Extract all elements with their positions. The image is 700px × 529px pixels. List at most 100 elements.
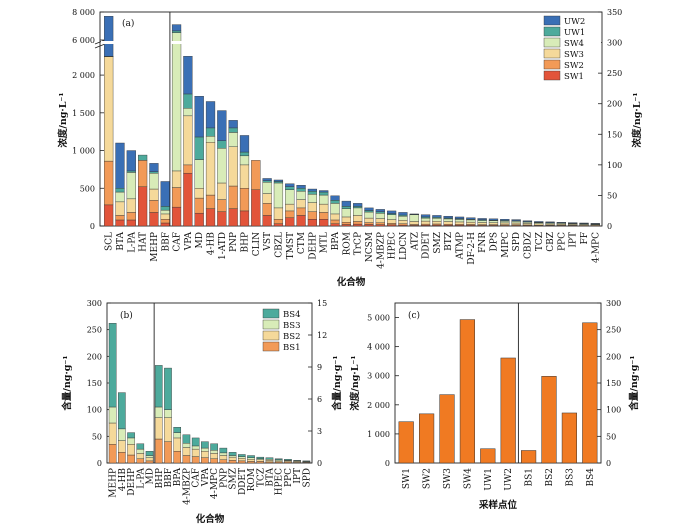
bar-segment-sw2 [364, 222, 374, 225]
bar-segment-uw2 [104, 16, 114, 57]
bar-segment-sw3 [477, 222, 487, 225]
bar-segment-bs3 [210, 450, 218, 454]
x-tick-label: MD [146, 468, 156, 484]
bar-segment-sw3 [386, 219, 397, 224]
panel-tag: (c) [408, 310, 420, 321]
bar-segment-bs4 [154, 365, 163, 408]
x-tick-label: FF [580, 232, 590, 245]
bar-segment-uw1 [239, 151, 250, 157]
legend-label: BS2 [283, 332, 300, 342]
bar-segment-uw1 [126, 170, 136, 173]
bar-segment-bs3 [164, 409, 172, 418]
bar-segment-sw1 [307, 219, 318, 227]
bar-segment-uw2 [307, 188, 318, 192]
x-tick-label: BS3 [565, 468, 575, 487]
y-right-tick-label: 0 [317, 459, 322, 468]
bar-segment-bs3 [247, 457, 255, 460]
bar-segment-uw1 [364, 210, 374, 213]
x-tick-label: BTA [116, 232, 126, 251]
x-tick-label: DF-2-H [467, 232, 477, 265]
bar-segment-sw3 [160, 213, 170, 220]
y-right-tick-label: 50 [607, 191, 617, 200]
bar-segment-uw1 [194, 136, 204, 160]
bar-segment-bs1 [182, 455, 191, 464]
bar-segment-sw4 [353, 207, 363, 216]
bar [521, 450, 537, 464]
legend-label: SW3 [564, 50, 584, 60]
bar-segment-uw2 [568, 222, 578, 224]
bar-segment-sw3 [443, 221, 453, 225]
bar-segment-sw2 [307, 211, 318, 220]
bar-segment-sw3 [228, 146, 238, 187]
bar [439, 394, 455, 464]
bar [480, 448, 496, 464]
bar-segment-bs4 [237, 454, 246, 457]
legend-label: UW1 [564, 28, 585, 38]
bar-segment-sw3 [398, 220, 408, 224]
bar-segment-bs4 [118, 392, 126, 430]
bar-segment-bs4 [274, 458, 283, 461]
bar-segment-sw4 [262, 182, 272, 194]
y-right-axis-label: 浓度/ng·L⁻¹ [631, 92, 643, 147]
bar-segment-sw2 [285, 210, 295, 218]
x-tick-label: IPT [293, 468, 303, 484]
bar-segment-bs2 [265, 460, 274, 463]
bar-segment-sw2 [273, 219, 284, 224]
legend-swatch [543, 70, 561, 81]
bar-segment-uw2 [432, 215, 442, 218]
bar-segment-sw4 [454, 219, 465, 223]
bar-segment-bs1 [256, 461, 265, 464]
bar-segment-sw3 [205, 142, 216, 196]
bar-segment-sw4 [149, 172, 159, 190]
bar-segment-uw2 [545, 221, 555, 223]
bar-segment-sw2 [160, 219, 170, 224]
bar-segment-uw2 [171, 24, 182, 32]
bar-segment-bs1 [191, 456, 200, 464]
y-tick-label: 5 000 [367, 314, 390, 323]
bar-segment-uw2 [273, 179, 284, 182]
bar-segment-sw4 [115, 191, 125, 203]
bar-segment-uw2 [454, 216, 465, 219]
bar-segment-uw2 [443, 215, 453, 219]
bar-segment-bs4 [164, 367, 172, 410]
y-tick-label: 8 000 [72, 8, 95, 17]
panel-a: 0 500 1 000 1 500 2 000 6 000 8 000 0 50 100 150 20… [57, 8, 643, 288]
bar-segment-bs2 [173, 437, 182, 452]
bar-segment-bs2 [228, 456, 237, 461]
bar-segment-uw1 [307, 191, 318, 195]
bar-segment-bs1 [108, 444, 117, 464]
y-tick-label: 3 000 [367, 372, 390, 381]
x-tick-label: BPA [331, 232, 341, 251]
bar-segment-sw3 [341, 216, 351, 223]
bar-segment-sw1 [375, 224, 385, 227]
bar-segment-sw2 [205, 194, 216, 209]
y-tick-label: 2 000 [367, 401, 390, 410]
bar-segment-sw3 [194, 188, 204, 199]
y-tick-label: 500 [80, 184, 95, 193]
bar-segment-uw2 [522, 220, 533, 222]
bar-segment-sw3 [511, 222, 521, 225]
bar-segment-sw1 [115, 219, 125, 227]
bar-segment-sw4 [375, 213, 385, 219]
bar-segment-bs2 [210, 453, 218, 459]
bar-segment-sw4 [194, 159, 204, 189]
y-tick-label: 6 000 [72, 36, 95, 45]
bar-segment-uw2 [534, 221, 544, 223]
bar-segment-sw2 [137, 160, 148, 187]
bar-segment-sw3 [285, 203, 295, 212]
x-tick-label: SMZ [229, 468, 239, 490]
y-tick-label: 100 [87, 406, 102, 415]
legend-label: SW2 [564, 61, 584, 71]
bar-segment-uw2 [205, 101, 216, 129]
axis-break-gap [101, 41, 601, 44]
bar-segment-bs4 [173, 427, 182, 433]
axis-break-mark [94, 43, 106, 49]
bar-segment-sw1 [239, 210, 250, 227]
plot-frame [106, 302, 313, 464]
x-tick-label: 4-MBZP [182, 468, 192, 505]
bar-segment-bs3 [201, 447, 209, 452]
legend-swatch [543, 15, 561, 26]
bar-segment-sw1 [228, 208, 238, 227]
bar-segment-sw4 [296, 191, 306, 200]
